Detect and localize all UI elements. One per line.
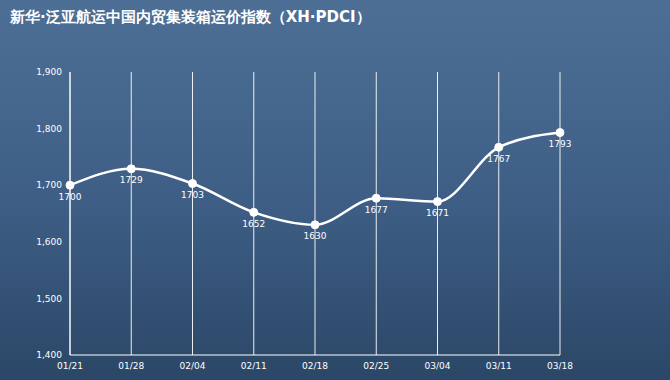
svg-text:1677: 1677 (365, 205, 388, 215)
svg-text:1,400: 1,400 (36, 350, 62, 360)
svg-text:1729: 1729 (120, 175, 143, 185)
svg-text:1,900: 1,900 (36, 67, 62, 77)
svg-text:1652: 1652 (242, 219, 265, 229)
svg-text:1767: 1767 (487, 154, 510, 164)
html-text:新华·泛亚航运中国内贸集装箱运价指数（XH·PDCI）: 新华·泛亚航运中国内贸集装箱运价指数（XH·PDCI） (10, 8, 371, 26)
svg-text:03/04: 03/04 (425, 361, 451, 371)
svg-text:1700: 1700 (59, 192, 82, 202)
svg-text:1,700: 1,700 (36, 180, 62, 190)
svg-text:1630: 1630 (304, 231, 327, 241)
svg-text:1,600: 1,600 (36, 237, 62, 247)
svg-text:1,500: 1,500 (36, 294, 62, 304)
svg-text:1703: 1703 (181, 190, 204, 200)
svg-text:1671: 1671 (426, 208, 449, 218)
svg-text:02/18: 02/18 (302, 361, 328, 371)
svg-text:03/11: 03/11 (486, 361, 512, 371)
svg-text:01/21: 01/21 (57, 361, 83, 371)
svg-text:02/25: 02/25 (363, 361, 389, 371)
svg-text:02/11: 02/11 (241, 361, 267, 371)
svg-text:1793: 1793 (549, 139, 572, 149)
svg-text:02/04: 02/04 (180, 361, 206, 371)
svg-text:03/18: 03/18 (547, 361, 573, 371)
svg-text:1,800: 1,800 (36, 124, 62, 134)
svg-text:01/28: 01/28 (118, 361, 144, 371)
